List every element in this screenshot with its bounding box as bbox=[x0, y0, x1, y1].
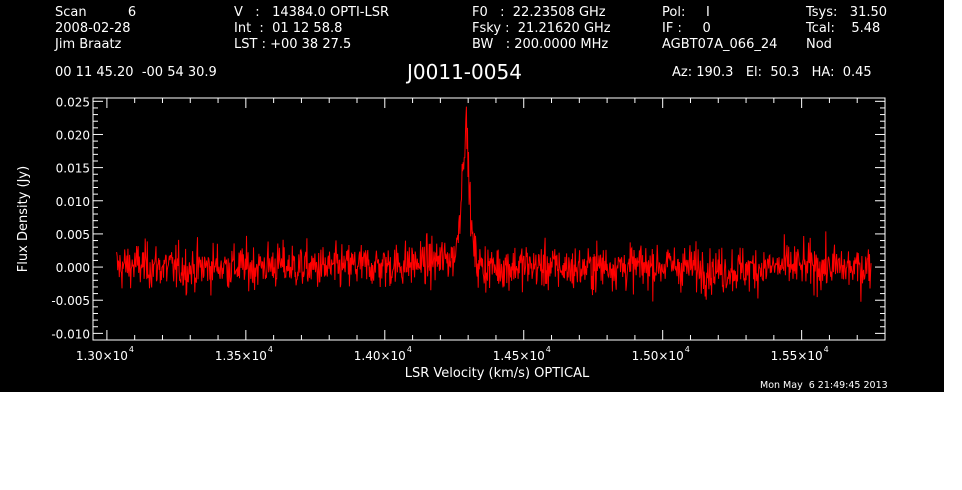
y-tick-label: 0.025 bbox=[56, 95, 90, 109]
y-tick-label: -0.005 bbox=[51, 294, 90, 308]
header-bandwidth: BW : 200.0000 MHz bbox=[472, 37, 609, 52]
header-if: IF : 0 bbox=[662, 21, 711, 36]
y-axis: -0.010 -0.005 0.000 0.005 0.010 0.015 0.020 0.0… bbox=[51, 95, 885, 341]
x-axis-label: LSR Velocity (km/s) OPTICAL bbox=[405, 366, 590, 381]
x-tick-label: 1.30×10 bbox=[76, 349, 128, 363]
x-tick-exponent: 4 bbox=[129, 345, 134, 354]
x-tick-exponent: 4 bbox=[685, 345, 690, 354]
x-axis: 1.30×10 4 1.35×10 4 1.40×10 4 1.45×10 4 1.50×10 4… bbox=[76, 98, 886, 363]
y-tick-label: -0.010 bbox=[51, 327, 90, 341]
x-tick-exponent: 4 bbox=[824, 345, 829, 354]
x-tick-label: 1.50×10 bbox=[632, 349, 684, 363]
y-tick-label: 0.005 bbox=[56, 228, 90, 242]
y-tick-label: 0.020 bbox=[56, 128, 90, 142]
x-tick-exponent: 4 bbox=[546, 345, 551, 354]
x-tick-exponent: 4 bbox=[407, 345, 412, 354]
header-date: 2008-02-28 bbox=[55, 21, 131, 36]
y-axis-label: Flux Density (Jy) bbox=[16, 166, 31, 272]
plot-frame bbox=[92, 97, 886, 341]
spectrum-trace bbox=[116, 106, 872, 302]
header-pointing: Az: 190.3 El: 50.3 HA: 0.45 bbox=[672, 65, 872, 80]
x-tick-exponent: 4 bbox=[268, 345, 273, 354]
y-tick-label: 0.010 bbox=[56, 195, 90, 209]
header-observer: Jim Braatz bbox=[55, 37, 122, 52]
header-tcal: Tcal: 5.48 bbox=[806, 21, 881, 36]
header-polarization: Pol: I bbox=[662, 5, 710, 20]
header-procedure: Nod bbox=[806, 37, 832, 52]
x-tick-label: 1.40×10 bbox=[354, 349, 406, 363]
timestamp: Mon May 6 21:49:45 2013 bbox=[760, 380, 888, 391]
header-rest-frequency: F0 : 22.23508 GHz bbox=[472, 5, 606, 20]
plot-panel: Scan 6 2008-02-28 Jim Braatz V : 14384.0… bbox=[0, 0, 944, 392]
x-tick-label: 1.35×10 bbox=[215, 349, 267, 363]
header-coordinates: 00 11 45.20 -00 54 30.9 bbox=[55, 65, 217, 80]
y-tick-label: 0.015 bbox=[56, 162, 90, 176]
spectrum-series bbox=[116, 106, 872, 302]
header-scan: Scan 6 bbox=[55, 5, 137, 20]
header-tsys: Tsys: 31.50 bbox=[806, 5, 888, 20]
header-project: AGBT07A_066_24 bbox=[662, 37, 778, 52]
x-tick-label: 1.45×10 bbox=[493, 349, 545, 363]
header-velocity: V : 14384.0 OPTI-LSR bbox=[234, 5, 390, 20]
header-sky-frequency: Fsky : 21.21620 GHz bbox=[472, 21, 611, 36]
header-integration: Int : 01 12 58.8 bbox=[234, 21, 343, 36]
header-lst: LST : +00 38 27.5 bbox=[234, 37, 352, 52]
x-tick-label: 1.55×10 bbox=[771, 349, 823, 363]
spectrum-chart: 1.30×10 4 1.35×10 4 1.40×10 4 1.45×10 4 1.50×10 4… bbox=[16, 95, 886, 381]
y-tick-label: 0.000 bbox=[56, 261, 90, 275]
source-title: J0011-0054 bbox=[407, 60, 522, 84]
